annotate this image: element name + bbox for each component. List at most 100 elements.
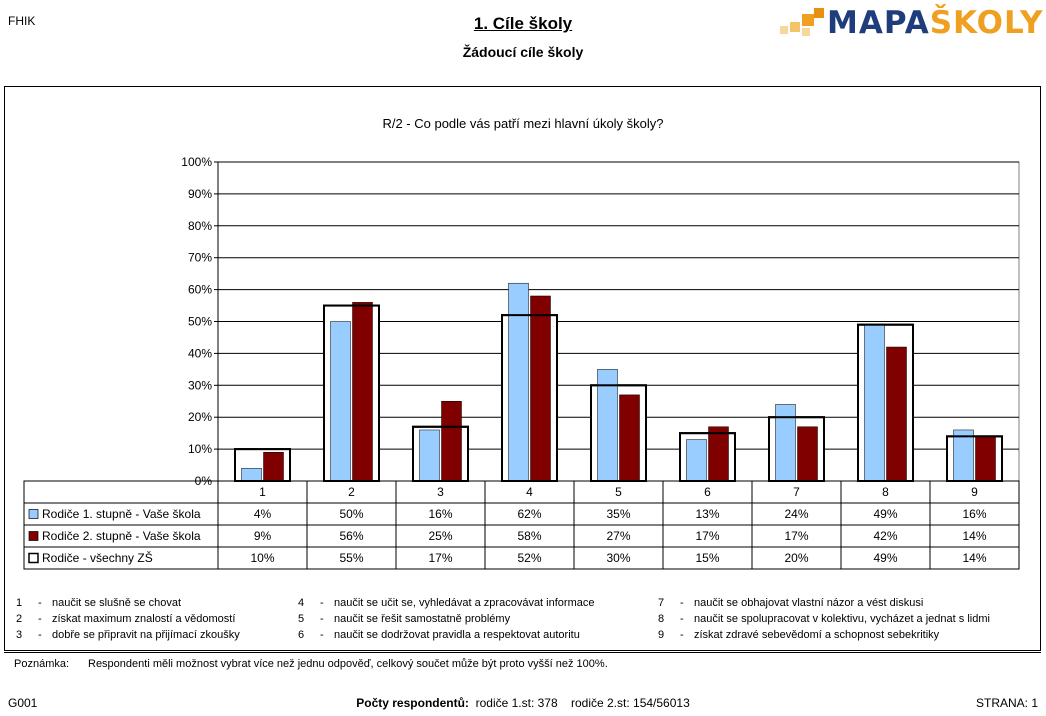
data-label: 17% bbox=[784, 529, 808, 543]
logo-text: MAPAŠKOLY bbox=[827, 5, 1044, 41]
y-tick-label: 30% bbox=[188, 378, 212, 392]
legend-item-1: 1 - naučit se slušně se chovat bbox=[16, 597, 181, 609]
data-label: 56% bbox=[339, 529, 363, 543]
data-label: 55% bbox=[339, 551, 363, 565]
data-label: 24% bbox=[784, 507, 808, 521]
bar-rodice-1-stupne bbox=[686, 439, 707, 482]
bar-rodice-1-stupne bbox=[330, 321, 351, 482]
data-label: 20% bbox=[784, 551, 808, 565]
data-label: 42% bbox=[873, 529, 897, 543]
logo-square-icon bbox=[814, 8, 824, 18]
legend-item-dash: - bbox=[38, 597, 42, 609]
logo-square-icon bbox=[802, 28, 810, 36]
note-label: Poznámka: bbox=[14, 658, 70, 670]
logo-square-icon bbox=[790, 22, 800, 32]
note-divider bbox=[4, 652, 1041, 653]
legend-label: Rodiče - všechny ZŠ bbox=[42, 550, 153, 565]
legend-item-text: získat zdravé sebevědomí a schopnost seb… bbox=[694, 629, 940, 641]
page-number: STRANA: 1 bbox=[975, 696, 1038, 710]
legend-item-2: 2 - získat maximum znalostí a vědomostí bbox=[16, 613, 235, 625]
legend-item-text: získat maximum znalostí a vědomostí bbox=[52, 613, 236, 625]
data-label: 10% bbox=[250, 551, 274, 565]
data-label: 17% bbox=[695, 529, 719, 543]
data-label: 14% bbox=[962, 529, 986, 543]
x-tick-label: 7 bbox=[793, 485, 800, 499]
data-label: 58% bbox=[517, 529, 541, 543]
legend-item-7: 7 - naučit se obhajovat vlastní názor a vé… bbox=[658, 597, 923, 609]
legend-label: Rodiče 1. stupně - Vaše škola bbox=[42, 507, 201, 521]
bar-rodice-2-stupne bbox=[708, 426, 729, 482]
x-tick-label: 8 bbox=[882, 485, 889, 499]
data-label: 52% bbox=[517, 551, 541, 565]
legend-item-text: naučit se obhajovat vlastní názor a vést… bbox=[694, 597, 924, 609]
legend-item-dash: - bbox=[320, 613, 324, 625]
logo-square-icon bbox=[802, 14, 814, 26]
data-label: 25% bbox=[428, 529, 452, 543]
data-label: 14% bbox=[962, 551, 986, 565]
legend-swatch bbox=[28, 531, 39, 541]
legend-item-text: naučit se slušně se chovat bbox=[52, 597, 182, 609]
legend-swatch bbox=[28, 552, 39, 564]
data-label: 16% bbox=[962, 507, 986, 521]
y-tick-label: 60% bbox=[188, 283, 212, 297]
legend-item-number: 4 bbox=[298, 597, 305, 609]
legend-item-dash: - bbox=[680, 629, 684, 641]
respondent-counts: Počty respondentů: rodiče 1.st: 378 rodi… bbox=[0, 696, 1046, 710]
y-tick-label: 90% bbox=[188, 187, 212, 201]
x-tick-label: 9 bbox=[971, 485, 978, 499]
bar-rodice-1-stupne bbox=[775, 404, 796, 482]
bar-rodice-2-stupne bbox=[886, 346, 907, 482]
bar-rodice-2-stupne bbox=[441, 401, 462, 482]
bar-rodice-2-stupne bbox=[263, 452, 284, 482]
legend-item-number: 3 bbox=[16, 629, 23, 641]
x-tick-label: 5 bbox=[615, 485, 622, 499]
x-tick-label: 4 bbox=[526, 485, 533, 499]
legend-item-3: 3 - dobře se připravit na přijímací zkoušk… bbox=[16, 629, 240, 641]
y-tick-label: 70% bbox=[188, 251, 212, 265]
bar-rodice-2-stupne bbox=[352, 302, 373, 482]
data-label: 62% bbox=[517, 507, 541, 521]
legend-item-dash: - bbox=[680, 597, 684, 609]
note: Poznámka: Respondenti měli možnost vybrat… bbox=[14, 658, 608, 670]
data-label: 16% bbox=[428, 507, 452, 521]
legend-swatch bbox=[28, 509, 39, 519]
logo-square-icon bbox=[780, 26, 788, 34]
x-tick-label: 2 bbox=[348, 485, 355, 499]
data-label: 27% bbox=[606, 529, 630, 543]
mapa-skoly-logo: MAPAŠKOLY bbox=[780, 5, 1042, 42]
respondents-label: Počty respondentů: bbox=[356, 696, 469, 710]
legend-item-number: 1 bbox=[16, 597, 23, 609]
data-label: 4% bbox=[254, 507, 272, 521]
legend-label: Rodiče 2. stupně - Vaše škola bbox=[42, 529, 201, 543]
page-title: 1. Cíle školy bbox=[473, 14, 573, 33]
bar-rodice-2-stupne bbox=[975, 436, 996, 482]
legend-item-number: 6 bbox=[298, 629, 305, 641]
legend-item-number: 2 bbox=[16, 613, 23, 625]
bar-rodice-2-stupne bbox=[797, 426, 818, 482]
legend-item-text: dobře se připravit na přijímací zkoušky bbox=[52, 629, 240, 641]
respondents-values: rodiče 1.st: 378 rodiče 2.st: 154/56013 bbox=[475, 696, 690, 710]
legend-item-number: 7 bbox=[658, 597, 665, 609]
legend-item-dash: - bbox=[38, 629, 42, 641]
x-tick-label: 1 bbox=[259, 485, 266, 499]
legend-item-text: naučit se řešit samostatně problémy bbox=[334, 613, 511, 625]
data-label: 17% bbox=[428, 551, 452, 565]
data-label: 9% bbox=[254, 529, 272, 543]
legend-item-text: naučit se učit se, vyhledávat a zpracová… bbox=[334, 597, 595, 609]
data-label: 13% bbox=[695, 507, 719, 521]
data-label: 49% bbox=[873, 507, 897, 521]
legend-item-text: naučit se dodržovat pravidla a respektov… bbox=[334, 629, 580, 641]
data-label: 35% bbox=[606, 507, 630, 521]
legend-item-number: 8 bbox=[658, 613, 665, 625]
y-tick-label: 80% bbox=[188, 219, 212, 233]
legend-item-9: 9 - získat zdravé sebevědomí a schopnost s… bbox=[658, 629, 939, 641]
chart-title: R/2 - Co podle vás patří mezi hlavní úko… bbox=[382, 116, 664, 131]
bar-rodice-2-stupne bbox=[530, 295, 551, 482]
legend-item-number: 9 bbox=[658, 629, 665, 641]
x-tick-label: 3 bbox=[437, 485, 444, 499]
note-text: Respondenti měli možnost vybrat více než… bbox=[88, 658, 608, 670]
y-tick-label: 20% bbox=[188, 410, 212, 424]
data-label: 49% bbox=[873, 551, 897, 565]
legend-item-5: 5 - naučit se řešit samostatně problémy bbox=[298, 613, 510, 625]
